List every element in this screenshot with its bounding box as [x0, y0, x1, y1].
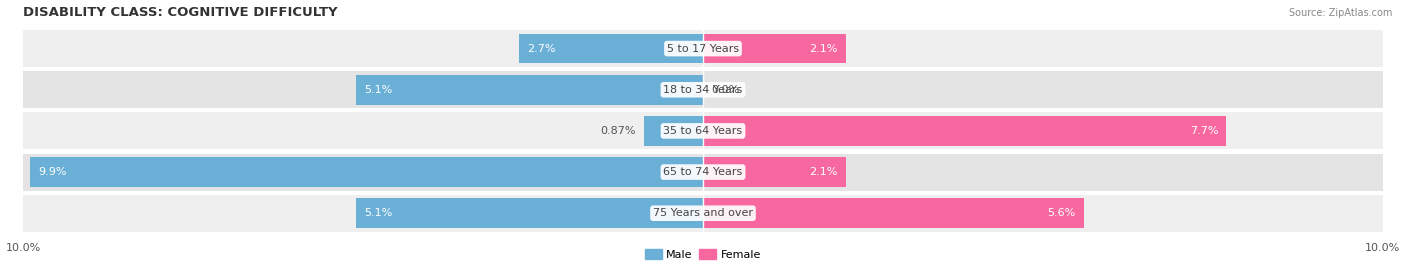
Text: 9.9%: 9.9%: [38, 167, 66, 177]
Bar: [703, 199, 1084, 228]
Bar: [703, 157, 846, 187]
Text: 5 to 17 Years: 5 to 17 Years: [666, 44, 740, 54]
Bar: [30, 157, 703, 187]
Text: 65 to 74 Years: 65 to 74 Years: [664, 167, 742, 177]
Text: 35 to 64 Years: 35 to 64 Years: [664, 126, 742, 136]
Bar: [22, 71, 1384, 108]
Text: 0.0%: 0.0%: [711, 85, 740, 95]
Bar: [519, 34, 703, 63]
Text: 5.1%: 5.1%: [364, 208, 392, 218]
Bar: [644, 116, 703, 146]
Text: Source: ZipAtlas.com: Source: ZipAtlas.com: [1288, 8, 1392, 18]
Text: 2.7%: 2.7%: [527, 44, 557, 54]
Text: 75 Years and over: 75 Years and over: [652, 208, 754, 218]
Bar: [356, 75, 703, 105]
Bar: [22, 195, 1384, 232]
Text: 2.1%: 2.1%: [810, 167, 838, 177]
Text: 18 to 34 Years: 18 to 34 Years: [664, 85, 742, 95]
Text: 0.87%: 0.87%: [600, 126, 636, 136]
Bar: [703, 34, 846, 63]
Bar: [22, 30, 1384, 67]
Bar: [703, 116, 1226, 146]
Text: 2.1%: 2.1%: [810, 44, 838, 54]
Bar: [22, 112, 1384, 150]
Text: 5.6%: 5.6%: [1047, 208, 1076, 218]
Text: 5.1%: 5.1%: [364, 85, 392, 95]
Bar: [356, 199, 703, 228]
Bar: [22, 154, 1384, 191]
Text: DISABILITY CLASS: COGNITIVE DIFFICULTY: DISABILITY CLASS: COGNITIVE DIFFICULTY: [22, 6, 337, 19]
Text: 7.7%: 7.7%: [1189, 126, 1219, 136]
Legend: Male, Female: Male, Female: [641, 245, 765, 264]
